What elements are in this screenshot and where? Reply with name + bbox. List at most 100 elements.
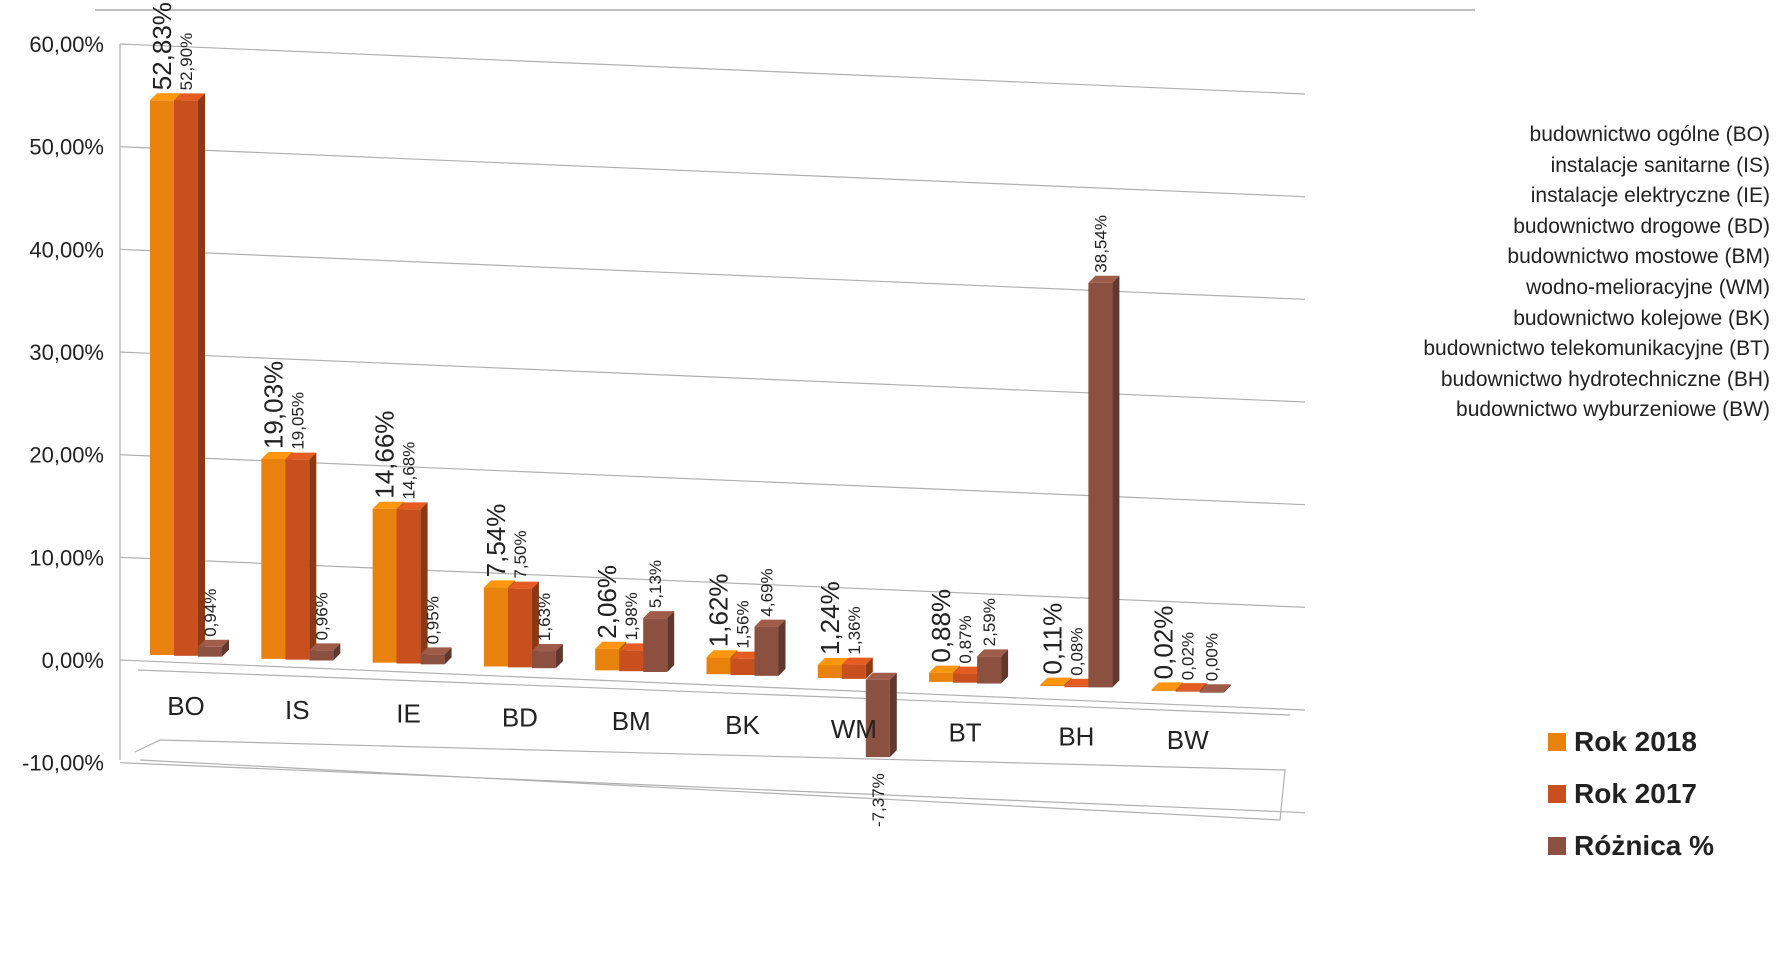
series-legend: Rok 2018 Rok 2017 Różnica % [1548,722,1714,878]
data-label-rok-2018: 0,11% [1037,603,1067,675]
bar-rok-2018 [595,648,620,671]
bar-rok-2017 [396,509,421,664]
bar-rok-2017-top [285,452,317,460]
gridline [119,43,1306,95]
bar-roznica-side [667,611,675,673]
x-tick-label: BW [1167,725,1209,755]
bar-rok-2017 [953,673,978,683]
bar-roznica-side [778,619,786,676]
bar-rok-2017-top [396,502,428,510]
bar-rok-2018-top [483,580,515,588]
x-tick-label: BK [725,710,760,740]
bar-roznica-side [1223,684,1231,693]
bar-roznica [531,651,556,669]
category-name-bk: budownictwo kolejowe (BK) [1513,306,1770,330]
bar-rok-2018-top [817,658,849,666]
category-name-bh: budownictwo hydrotechniczne (BH) [1440,367,1770,391]
legend-label-rok-2018: Rok 2018 [1574,726,1697,757]
bar-roznica-top [754,619,786,627]
bar-roznica [1088,282,1113,688]
legend-item-roznica: Różnica % [1548,826,1714,866]
floor-outline [134,739,1286,821]
data-label-rok-2018: 0,02% [1149,606,1179,680]
bar-rok-2018-top [150,93,181,101]
category-legend: budownictwo ogólne (BO) instalacje sanit… [1423,120,1770,426]
bar-roznica-side [889,672,897,758]
data-label-rok-2017: 0,02% [1179,632,1198,680]
bar-rok-2017-top [619,643,651,651]
bar-rok-2017-top [953,666,985,674]
data-label-rok-2018: 2,06% [592,565,622,639]
x-tick-label: BT [948,718,981,748]
category-name-bt: budownictwo telekomunikacyjne (BT) [1423,337,1770,361]
bar-rok-2017 [1175,690,1200,692]
bar-rok-2017 [285,459,310,660]
bar-roznica [754,626,779,676]
data-label-roznica: 5,13% [646,560,665,608]
y-tick-label: 40,00% [29,237,104,262]
legend-swatch-rok-2017 [1548,785,1566,803]
data-label-rok-2017: 14,68% [400,442,419,500]
bar-roznica [643,618,668,673]
bar-rok-2017-side [309,452,317,660]
bar-rok-2018 [150,100,174,655]
data-label-roznica: 4,69% [758,568,777,616]
bar-rok-2017-side [865,657,873,679]
bar-rok-2018 [372,508,397,663]
data-label-rok-2017: 0,08% [1067,628,1086,676]
bar-roznica-side [1112,275,1120,688]
data-label-rok-2018: 0,88% [926,589,956,663]
bar-roznica-top [531,644,563,652]
legend-label-rok-2017: Rok 2017 [1574,778,1697,809]
data-label-rok-2018: 1,24% [815,581,845,655]
x-tick-label: WM [831,714,877,744]
data-label-roznica: 0,96% [312,592,331,640]
bar-rok-2017-top [1064,678,1096,686]
data-label-rok-2017: 0,87% [956,615,975,663]
category-name-ie: instalacje elektryczne (IE) [1530,184,1770,208]
x-tick-label: BM [612,706,651,736]
bar-rok-2018 [706,657,731,675]
data-label-rok-2017: 1,98% [622,592,641,640]
bar-roznica-top [420,647,452,655]
y-tick-label: 10,00% [29,545,104,570]
y-tick-label: 0,00% [42,648,104,673]
bar-rok-2017-top [841,657,873,665]
bar-roznica-top [977,649,1009,657]
bar-rok-2017-side [420,502,428,664]
legend-item-rok-2018: Rok 2018 [1548,722,1714,762]
y-tick-label: -10,00% [22,751,104,776]
category-name-bw: budownictwo wyburzeniowe (BW) [1456,398,1770,422]
category-name-wm: wodno-melioracyjne (WM) [1526,275,1770,299]
bar-rok-2018-top [372,501,404,509]
bar-rok-2017 [1064,685,1089,688]
legend-item-rok-2017: Rok 2017 [1548,774,1714,814]
bar-rok-2017 [507,588,532,668]
bar-rok-2017-top [1175,683,1207,691]
bar-roznica-side [1001,649,1009,684]
bar-rok-2017 [730,658,755,676]
bar-roznica [865,679,890,758]
y-tick-label: 50,00% [29,135,104,160]
data-label-roznica: 1,63% [535,593,554,641]
bar-roznica-top [643,611,675,619]
bar-rok-2017 [174,100,198,656]
legend-swatch-rok-2018 [1548,733,1566,751]
data-label-roznica: 0,94% [201,589,220,637]
bar-roznica-side [555,644,563,669]
category-name-bm: budownictwo mostowe (BM) [1507,245,1770,269]
bar-rok-2018 [929,672,954,682]
bar-roznica [309,650,334,661]
data-label-rok-2017: 19,05% [288,392,307,450]
bar-rok-2018-top [706,650,738,658]
y-tick-label: 60,00% [29,32,104,57]
bar-roznica-top [1199,684,1231,692]
bar-rok-2018 [261,459,286,659]
bar-rok-2018-top [1151,682,1183,690]
bar-rok-2018-top [595,641,627,649]
x-tick-label: BD [502,702,538,732]
bar-rok-2017-top [730,651,762,659]
category-name-is: instalacje sanitarne (IS) [1550,153,1770,177]
gridline [119,146,1306,198]
